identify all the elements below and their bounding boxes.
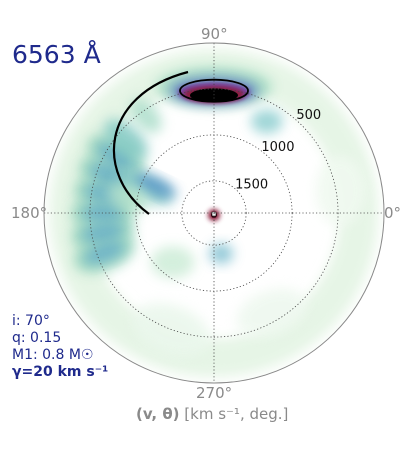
caption-symbols: (v, θ) (136, 405, 180, 423)
axis-caption: (v, θ) [km s⁻¹, deg.] (136, 405, 288, 423)
angle-label-270: 270° (196, 384, 233, 402)
left-arc-core-0 (96, 143, 136, 170)
bright-spot-core (190, 88, 238, 103)
radial-tick-label-1: 1000 (261, 140, 294, 155)
below-centre-glow (209, 243, 234, 264)
right-patch (315, 155, 366, 226)
param-mass-ratio: q: 0.15 (12, 330, 62, 346)
chart-title: 6563 Å (12, 40, 101, 69)
stream-trajectory (112, 70, 189, 215)
roche-lobe (179, 78, 249, 103)
param-gamma: γ=20 km s⁻¹ (12, 364, 109, 380)
lower-right-patch (236, 288, 307, 337)
param-inclination: i: 70° (12, 313, 50, 329)
radial-tick-label-2: 1500 (235, 178, 268, 193)
grid-circle-1500 (181, 180, 247, 246)
radial-tick-label-0: 500 (296, 108, 321, 123)
param-primary-mass: M1: 0.8 M☉ (12, 347, 94, 363)
grid-circle-500 (89, 88, 339, 338)
caption-units: [km s⁻¹, deg.] (184, 405, 289, 423)
lower-inner-glow (150, 246, 195, 279)
upper-left-arc (104, 119, 148, 160)
angle-label-0: 0° (384, 204, 402, 222)
parameter-block: i: 70° q: 0.15 M1: 0.8 M☉ γ=20 km s⁻¹ (12, 313, 108, 381)
intensity-layer (44, 43, 384, 383)
angle-label-90: 90° (201, 25, 228, 43)
inner-stream-core (135, 174, 176, 198)
right-blob (250, 109, 283, 134)
left-arc-core-4 (80, 222, 125, 243)
upper-arc (130, 98, 162, 134)
angle-label-180: 180° (11, 204, 48, 222)
outer-circle (43, 42, 385, 384)
left-arc-core-5 (83, 241, 126, 265)
